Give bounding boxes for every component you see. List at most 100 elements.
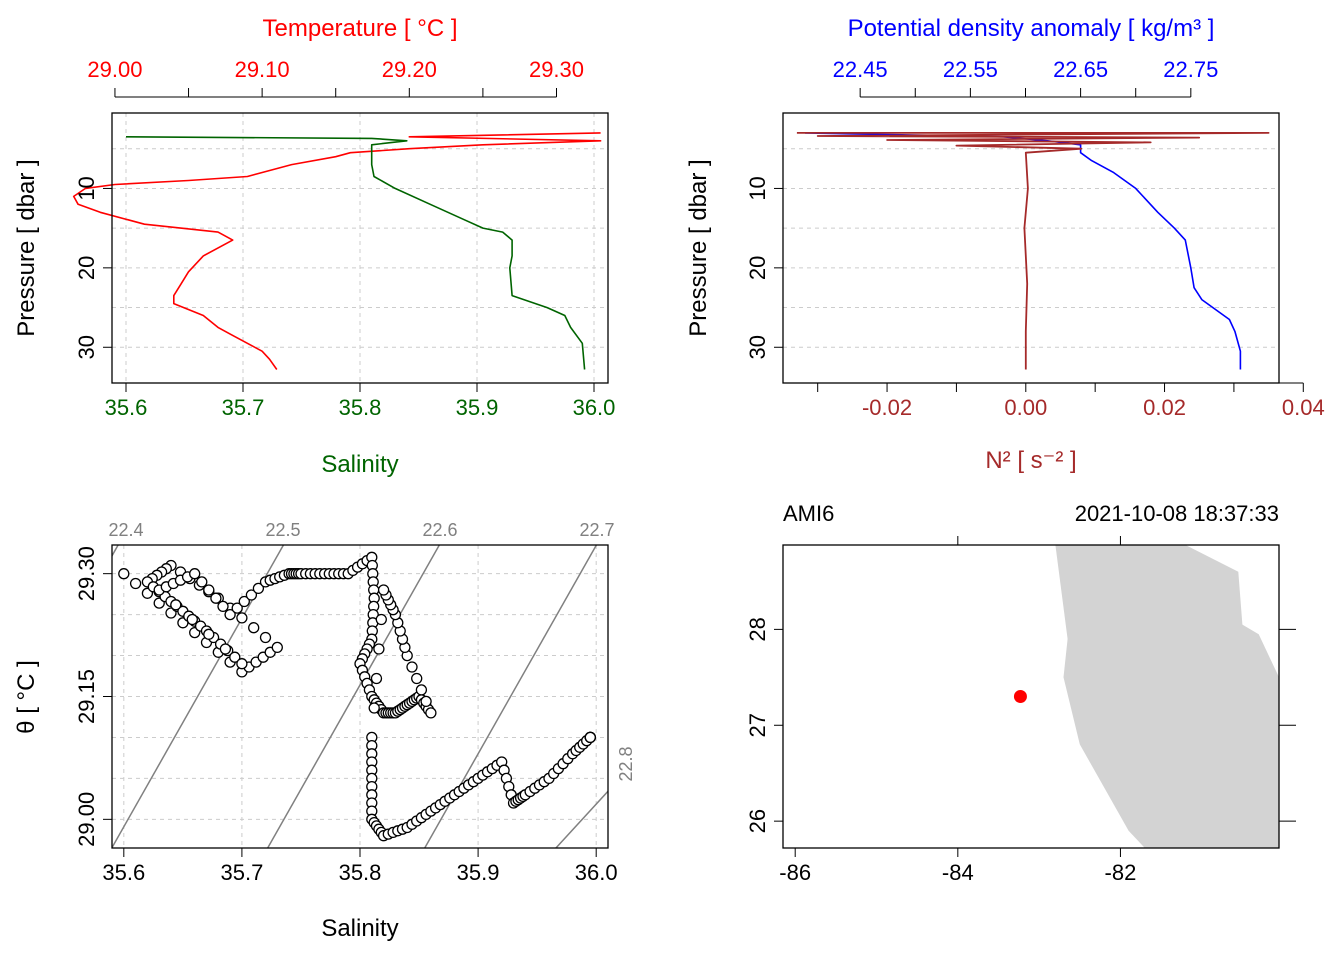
- p1-temperature-tick-label: 29.20: [382, 57, 437, 82]
- ts-point: [368, 702, 380, 714]
- p3-salinity-tick-label: 35.8: [339, 860, 382, 885]
- ts-point: [248, 622, 260, 634]
- isopycnal-line: [554, 790, 608, 848]
- density-profile-line: [804, 132, 1242, 370]
- p1-salinity-tick-label: 35.8: [339, 395, 382, 420]
- p2-axes: 22.45 22.55 22.65 22.75 -0.02 0.00 0.02 0.04 10 2…: [745, 57, 1325, 420]
- p3-y-axis-label: θ [ °C ]: [13, 660, 40, 734]
- ts-point: [118, 568, 130, 580]
- salinity-profile-line: [125, 136, 586, 370]
- p2-y-axis-label: Pressure [ dbar ]: [685, 159, 712, 336]
- p3-theta-tick-label: 29.15: [74, 669, 99, 724]
- p2-pressure-tick-label: 10: [745, 176, 770, 200]
- p2-n2-tick-label: 0.04: [1282, 395, 1325, 420]
- p1-y-axis-label: Pressure [ dbar ]: [13, 159, 40, 336]
- panel-density-n2: 22.45 22.55 22.65 22.75 -0.02 0.00 0.02 0.04 10 2…: [685, 15, 1325, 474]
- land-polygon: [1055, 545, 1279, 848]
- p3-salinity-tick-label: 35.9: [457, 860, 500, 885]
- ts-point: [238, 595, 250, 608]
- p3-salinity-tick-label: 35.7: [220, 860, 263, 885]
- ts-point: [370, 672, 383, 685]
- ts-point: [196, 576, 208, 588]
- p1-salinity-tick-label: 35.7: [222, 395, 265, 420]
- station-marker: [1013, 690, 1027, 703]
- p1-pressure-tick-label: 20: [74, 256, 99, 280]
- ts-point: [224, 608, 236, 621]
- ts-point: [236, 612, 248, 624]
- isopycnal-line: [423, 545, 598, 848]
- p2-pressure-tick-label: 20: [745, 256, 770, 280]
- p4-longitude-tick-label: -82: [1105, 860, 1137, 885]
- ts-point: [189, 568, 201, 580]
- p3-theta-tick-label: 29.00: [74, 792, 99, 847]
- ts-point: [259, 631, 272, 644]
- ts-point: [406, 661, 418, 673]
- p3-points: [118, 551, 596, 842]
- ts-point: [252, 582, 265, 595]
- panel-temperature-salinity: 29.00 29.10 29.20 29.30 35.6 35.7 35.8 35.9 36.0…: [13, 15, 615, 478]
- p1-series: [72, 132, 602, 370]
- ts-point: [245, 589, 258, 601]
- ts-point: [420, 695, 432, 708]
- station-name: AMI6: [783, 501, 834, 526]
- p3-salinity-tick-label: 35.6: [102, 860, 145, 885]
- isopycnal-line: [266, 545, 441, 848]
- station-datetime: 2021-10-08 18:37:33: [1075, 501, 1279, 526]
- p4-longitude-tick-label: -84: [942, 860, 974, 885]
- isopycnal-label: 22.4: [108, 520, 143, 540]
- p2-density-tick-label: 22.55: [943, 57, 998, 82]
- p1-axes: 29.00 29.10 29.20 29.30 35.6 35.7 35.8 35.9 36.0…: [74, 57, 615, 420]
- p3-grid: [112, 545, 608, 848]
- ts-point: [129, 577, 142, 590]
- p2-density-tick-label: 22.65: [1053, 57, 1108, 82]
- p4-latitude-tick-label: 28: [745, 617, 770, 641]
- ts-point: [415, 684, 428, 696]
- p1-salinity-tick-label: 35.6: [105, 395, 148, 420]
- p1-pressure-tick-label: 10: [74, 176, 99, 200]
- p2-n2-tick-label: -0.02: [862, 395, 912, 420]
- ts-point: [584, 731, 596, 744]
- ts-point: [203, 628, 215, 640]
- ts-point: [170, 599, 182, 611]
- ts-point: [411, 672, 423, 685]
- p2-grid: [783, 148, 1279, 348]
- p2-bottom-axis-label: N² [ s⁻² ]: [985, 447, 1076, 474]
- p2-pressure-tick-label: 30: [745, 335, 770, 359]
- p4-latitude-tick-label: 27: [745, 713, 770, 737]
- ts-point: [219, 643, 232, 655]
- p2-frame: [782, 112, 1280, 384]
- p3-salinity-tick-label: 36.0: [575, 860, 618, 885]
- p2-series: [796, 131, 1270, 370]
- ts-point: [236, 658, 248, 670]
- p1-pressure-tick-label: 30: [74, 335, 99, 359]
- ts-point: [217, 600, 229, 613]
- ts-point: [425, 707, 437, 719]
- ts-point: [377, 584, 390, 596]
- p1-top-axis-label: Temperature [ °C ]: [263, 15, 458, 42]
- isopycnal-label: 22.8: [616, 746, 636, 781]
- p3-axes: 22.4 22.5 22.6 22.7 22.8 35.6 35.7 35.8 35.9 36.0…: [74, 520, 636, 885]
- ts-point: [210, 592, 222, 604]
- p2-n2-tick-label: 0.00: [1004, 395, 1047, 420]
- temperature-profile-line: [72, 132, 602, 370]
- p1-temperature-tick-label: 29.00: [87, 57, 142, 82]
- n2-profile-line: [796, 131, 1270, 370]
- p3-theta-tick-label: 29.30: [74, 546, 99, 601]
- p3-x-axis-label: Salinity: [321, 915, 398, 942]
- p4-latitude-tick-label: 26: [745, 809, 770, 833]
- p2-n2-tick-label: 0.02: [1143, 395, 1186, 420]
- p1-temperature-tick-label: 29.10: [235, 57, 290, 82]
- ts-point: [231, 602, 243, 614]
- ts-point: [203, 584, 215, 596]
- ts-point: [375, 613, 387, 626]
- ts-point: [229, 651, 241, 663]
- p4-longitude-tick-label: -86: [779, 860, 811, 885]
- p4-station: [1013, 690, 1027, 703]
- panel-station-map: -86 -84 -82 26 27 28 AMI6 2021-10-08 18:37:33: [745, 501, 1296, 885]
- p1-salinity-tick-label: 36.0: [573, 395, 616, 420]
- ts-point: [271, 641, 283, 654]
- p1-temperature-tick-label: 29.30: [529, 57, 584, 82]
- p4-axes: -86 -84 -82 26 27 28: [745, 536, 1296, 885]
- p4-land: [1055, 545, 1279, 848]
